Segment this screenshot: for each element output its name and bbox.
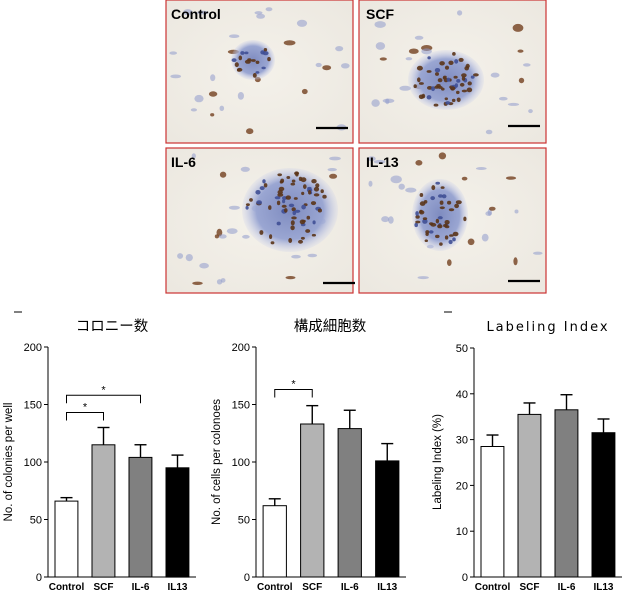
chart-colony-count: コロニー数 No. of colonies per well 0 50 100 150 20… — [3, 318, 196, 591]
x-tick-label: IL13 — [593, 582, 613, 591]
chart-title: 構成細胞数 — [294, 318, 367, 335]
x-tick-label: IL-6 — [558, 582, 576, 591]
x-tick-label: IL-6 — [341, 582, 359, 591]
y-tick-label: 150 — [232, 400, 250, 412]
micrograph-label-il6: IL-6 — [171, 154, 196, 170]
y-tick-label: 40 — [456, 389, 468, 401]
y-tick-label: 0 — [36, 572, 42, 584]
x-tick-label: IL13 — [377, 582, 397, 591]
y-axis-label: No. of cells per colonoes — [211, 399, 223, 525]
micrograph-label-il13: IL-13 — [366, 154, 399, 170]
y-tick-label: 150 — [24, 400, 42, 412]
micrograph-control: Control — [165, 0, 354, 144]
y-tick-label: 100 — [24, 457, 42, 469]
micrograph-il13: IL-13 — [358, 147, 547, 294]
significance-bracket — [274, 389, 313, 398]
bar-il-6 — [128, 456, 153, 578]
chart-labeling-index: Labeling Index Labeling Index (%) 0 10 20 30 4… — [432, 320, 622, 591]
y-tick-label: 50 — [238, 515, 250, 527]
x-tick-label: IL13 — [167, 582, 187, 591]
significance-star: * — [291, 379, 296, 391]
bar-il-6 — [554, 409, 579, 578]
x-tick-label: SCF — [520, 582, 540, 591]
x-tick-label: Control — [475, 582, 511, 591]
y-tick-label: 50 — [456, 343, 468, 355]
micrograph-il6: IL-6 — [165, 147, 355, 294]
bar-control — [262, 505, 287, 578]
significance-star: * — [83, 402, 88, 414]
bar-il13 — [591, 432, 616, 578]
micrograph-label-control: Control — [171, 6, 221, 22]
y-axis-label: No. of colonies per well — [3, 403, 15, 522]
chart-title: Labeling Index — [486, 320, 609, 335]
y-tick-label: 200 — [232, 342, 250, 354]
y-tick-label: 0 — [462, 572, 468, 584]
chart-cells-per-colony: 構成細胞数 No. of cells per colonoes 0 50 100 150 2… — [211, 318, 406, 591]
y-tick-label: 30 — [456, 435, 468, 447]
significance-bracket — [66, 394, 141, 404]
x-tick-label: Control — [49, 582, 85, 591]
y-tick-label: 200 — [24, 342, 42, 354]
x-tick-label: Control — [257, 582, 293, 591]
x-tick-label: IL-6 — [132, 582, 150, 591]
bar-control — [54, 500, 79, 578]
bar-il13 — [375, 460, 400, 578]
y-tick-label: 0 — [244, 572, 250, 584]
y-tick-label: 100 — [232, 457, 250, 469]
bar-il13 — [165, 467, 190, 578]
bar-scf — [517, 413, 542, 578]
y-tick-label: 10 — [456, 526, 468, 538]
bar-scf — [300, 423, 325, 578]
bar-control — [480, 446, 505, 578]
y-tick-label: 50 — [30, 515, 42, 527]
x-tick-label: SCF — [94, 582, 114, 591]
significance-star: * — [101, 384, 106, 396]
y-tick-label: 20 — [456, 480, 468, 492]
bar-il-6 — [337, 428, 362, 578]
micrograph-scf: SCF — [358, 0, 547, 144]
x-tick-label: SCF — [302, 582, 322, 591]
bar-scf — [91, 444, 116, 578]
micrograph-label-scf: SCF — [366, 6, 394, 22]
y-axis-label: Labeling Index (%) — [432, 414, 444, 510]
significance-bracket — [66, 412, 104, 421]
chart-title: コロニー数 — [76, 318, 149, 335]
